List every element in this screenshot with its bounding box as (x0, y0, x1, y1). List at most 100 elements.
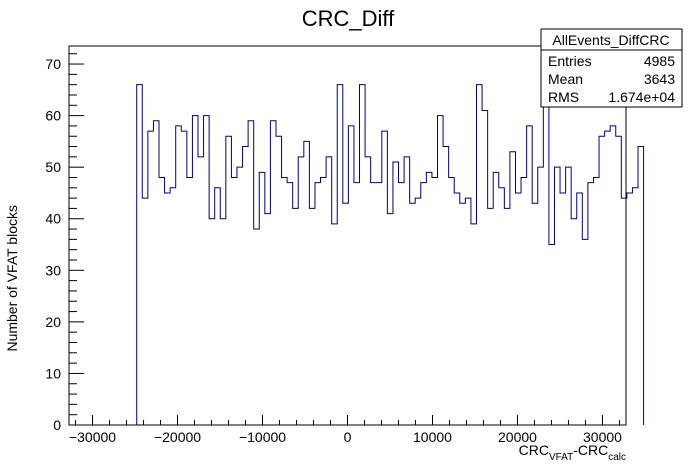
stats-box: AllEvents_DiffCRC Entries 4985 Mean 3643… (540, 28, 683, 108)
histogram-bin (243, 147, 249, 425)
x-tick-label: −10000 (239, 429, 286, 445)
histogram-bin (298, 157, 304, 425)
histogram-bin (410, 203, 416, 425)
histogram-bin (343, 203, 349, 425)
histogram-bin (499, 188, 505, 425)
x-tick-label: 30000 (583, 429, 622, 445)
histogram-bin (170, 188, 176, 425)
y-tick-label: 40 (45, 211, 61, 227)
histogram-bin (265, 214, 271, 425)
histogram-bin (415, 198, 421, 425)
histogram-bin (443, 147, 449, 425)
histogram-bin (465, 198, 471, 425)
stats-box-title: AllEvents_DiffCRC (552, 32, 669, 48)
x-tick-label: −30000 (69, 429, 116, 445)
histogram-bin (571, 219, 577, 425)
histogram-bin (438, 116, 444, 425)
histogram-bin (382, 131, 388, 425)
x-axis-title-main: CRC (519, 442, 549, 458)
histogram-bars (136, 63, 645, 425)
histogram-bin (510, 152, 516, 425)
y-tick-label: 50 (45, 159, 61, 175)
histogram-bin (360, 85, 366, 425)
x-axis-title-sub1: VFAT (549, 452, 573, 463)
histogram-bin (471, 224, 477, 425)
histogram-bin (365, 157, 371, 425)
histogram-bin (187, 177, 193, 425)
histogram-bin (259, 172, 265, 425)
stats-entries-value: 4985 (644, 53, 675, 69)
histogram-bin (532, 203, 538, 425)
histogram-bin (543, 64, 549, 425)
stats-mean-value: 3643 (644, 71, 675, 87)
stats-entries-label: Entries (548, 53, 592, 69)
histogram-bin (237, 167, 243, 425)
histogram-bin (181, 131, 187, 425)
histogram-bin (148, 131, 154, 425)
histogram-bin (371, 183, 377, 425)
histogram-bin (454, 193, 460, 425)
histogram-bin (449, 177, 455, 425)
histogram-bin (209, 219, 215, 425)
histogram-bin (270, 121, 276, 425)
histogram-bin (504, 208, 510, 425)
histogram-bin (627, 193, 633, 425)
histogram-bin (493, 172, 499, 425)
histogram-bin (204, 116, 210, 425)
x-tick-label: 0 (344, 429, 352, 445)
histogram-bin (215, 188, 221, 425)
histogram-bin (153, 121, 159, 425)
histogram-bin (599, 136, 605, 425)
histogram-bin (220, 219, 226, 425)
histogram-bin (482, 110, 488, 425)
histogram-bin (326, 157, 332, 425)
histogram-bin (593, 177, 599, 425)
histogram-bin (321, 177, 327, 425)
histogram-bin (521, 177, 527, 425)
histogram-bin (231, 177, 237, 425)
histogram-bin (577, 193, 583, 425)
x-tick-label: 20000 (498, 429, 537, 445)
histogram-bin (566, 167, 572, 425)
histogram-bin (582, 239, 588, 425)
x-axis-title-sub2: calc (608, 452, 626, 463)
histogram-bin (554, 167, 560, 425)
stats-box-frame (540, 28, 683, 108)
histogram-bin (293, 208, 299, 425)
histogram-bin (616, 136, 622, 425)
y-tick-label: 20 (45, 314, 61, 330)
histogram-bin (638, 147, 644, 425)
y-tick-label: 10 (45, 365, 61, 381)
histogram-bin (137, 85, 143, 425)
y-axis-title: Number of VFAT blocks (4, 205, 20, 352)
histogram-bin (610, 126, 616, 425)
y-tick-label: 70 (45, 56, 61, 72)
histogram-bin (538, 167, 544, 425)
histogram-bin (348, 126, 354, 425)
stats-rms-value: 1.674e+04 (608, 89, 675, 105)
y-axis: 0 10 20 30 40 50 60 70 (45, 53, 84, 433)
histogram-bin (399, 183, 405, 425)
histogram-bin (632, 188, 638, 425)
y-tick-label: 30 (45, 262, 61, 278)
stats-mean-label: Mean (548, 71, 583, 87)
y-tick-label: 0 (53, 417, 61, 433)
histogram-bin (142, 198, 148, 425)
histogram-bin (515, 193, 521, 425)
y-tick-label: 60 (45, 108, 61, 124)
histogram-bin (488, 208, 494, 425)
chart-title: CRC_Diff (302, 6, 395, 31)
histogram-bin (287, 183, 293, 425)
histogram-bin (332, 224, 338, 425)
histogram-bin (387, 214, 393, 425)
histogram-bin (254, 229, 260, 425)
histogram-bin (421, 183, 427, 425)
histogram-bin (248, 121, 254, 425)
histogram-bin (527, 126, 533, 425)
histogram-bin (165, 193, 171, 425)
x-tick-label: −20000 (154, 429, 201, 445)
x-tick-label: 10000 (413, 429, 452, 445)
histogram-bin (226, 136, 232, 425)
histogram-bin (476, 85, 482, 425)
